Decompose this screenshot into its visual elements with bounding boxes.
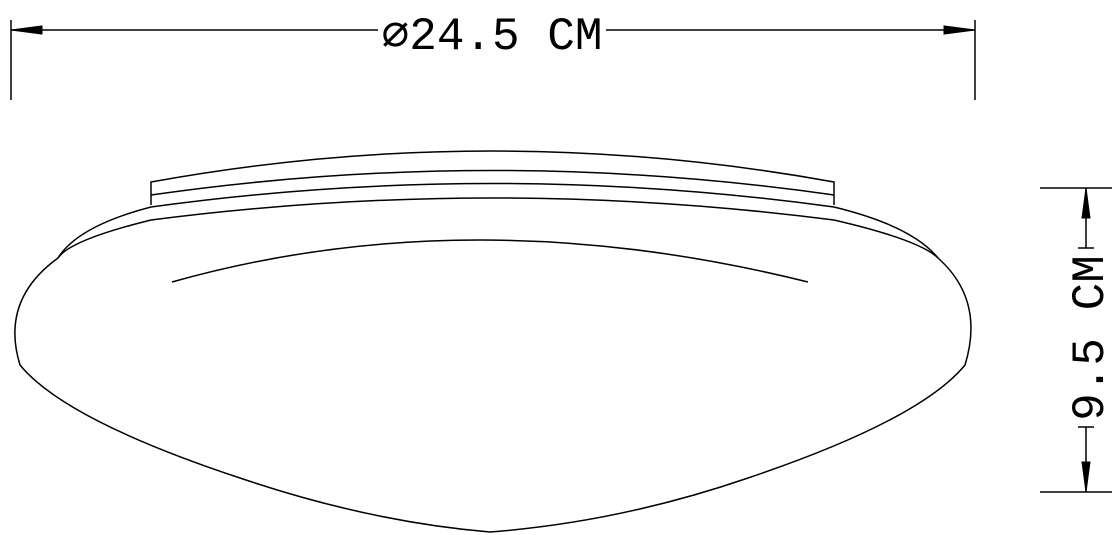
- width-dimension: ⌀24.5 CM: [10, 11, 976, 100]
- height-arrow-bottom: [1081, 461, 1091, 493]
- lamp-base-plate-inner-edge: [150, 169, 835, 196]
- lamp-shade-rim-inner: [57, 197, 939, 259]
- lamp-shade-highlight: [171, 239, 809, 283]
- lamp-shade-dome: [14, 257, 972, 533]
- height-dimension: 9.5 CM: [1040, 187, 1116, 493]
- lamp-base-plate: [150, 150, 835, 205]
- ceiling-lamp-outline: [14, 150, 972, 533]
- lamp-shade-rim: [57, 182, 939, 259]
- width-dimension-label: ⌀24.5 CM: [382, 11, 603, 63]
- width-arrow-left: [10, 25, 43, 35]
- height-dimension-label: 9.5 CM: [1065, 255, 1116, 421]
- width-arrow-right: [943, 25, 976, 35]
- height-arrow-top: [1081, 187, 1091, 219]
